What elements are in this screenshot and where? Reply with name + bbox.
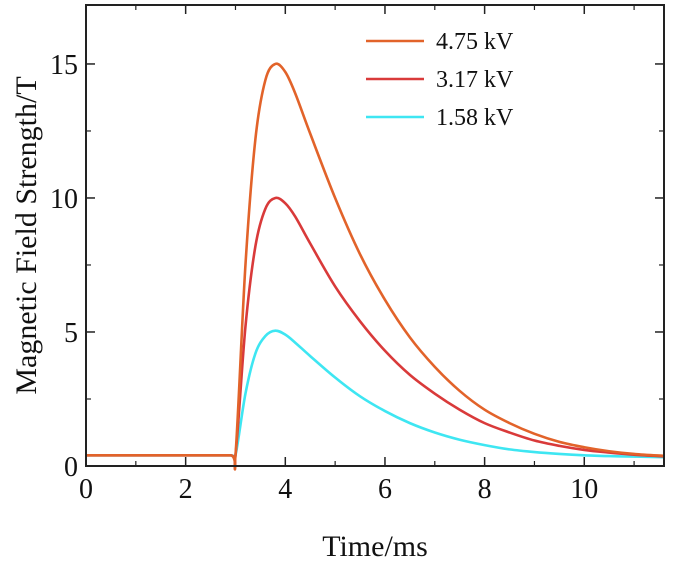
legend-label: 1.58 kV — [436, 105, 514, 131]
x-tick-label: 4 — [278, 474, 292, 505]
x-axis-title: Time/ms — [322, 530, 428, 563]
legend-label: 4.75 kV — [436, 29, 514, 55]
y-tick-label: 10 — [50, 184, 78, 215]
y-tick-label: 5 — [64, 318, 78, 349]
series-lines — [86, 62, 665, 471]
series-line-4-75-kv — [86, 62, 665, 471]
x-tick-label: 8 — [478, 474, 492, 505]
legend-label: 3.17 kV — [436, 67, 514, 93]
series-line-3-17-kv — [86, 196, 665, 467]
x-tick-label: 6 — [378, 474, 392, 505]
tick-labels: 0 2 4 6 8 10 0 5 10 15 — [50, 50, 598, 505]
y-tick-label: 15 — [50, 50, 78, 81]
series-line-1-58-kv — [86, 329, 665, 462]
axis-ticks — [85, 5, 664, 467]
x-tick-label: 0 — [79, 474, 93, 505]
x-tick-label: 2 — [179, 474, 193, 505]
plot-frame — [85, 4, 665, 467]
y-tick-label: 0 — [64, 452, 78, 483]
x-tick-label: 10 — [570, 474, 598, 505]
legend: 4.75 kV 3.17 kV 1.58 kV — [366, 29, 514, 131]
y-axis-title: Magnetic Field Strength/T — [10, 76, 43, 394]
